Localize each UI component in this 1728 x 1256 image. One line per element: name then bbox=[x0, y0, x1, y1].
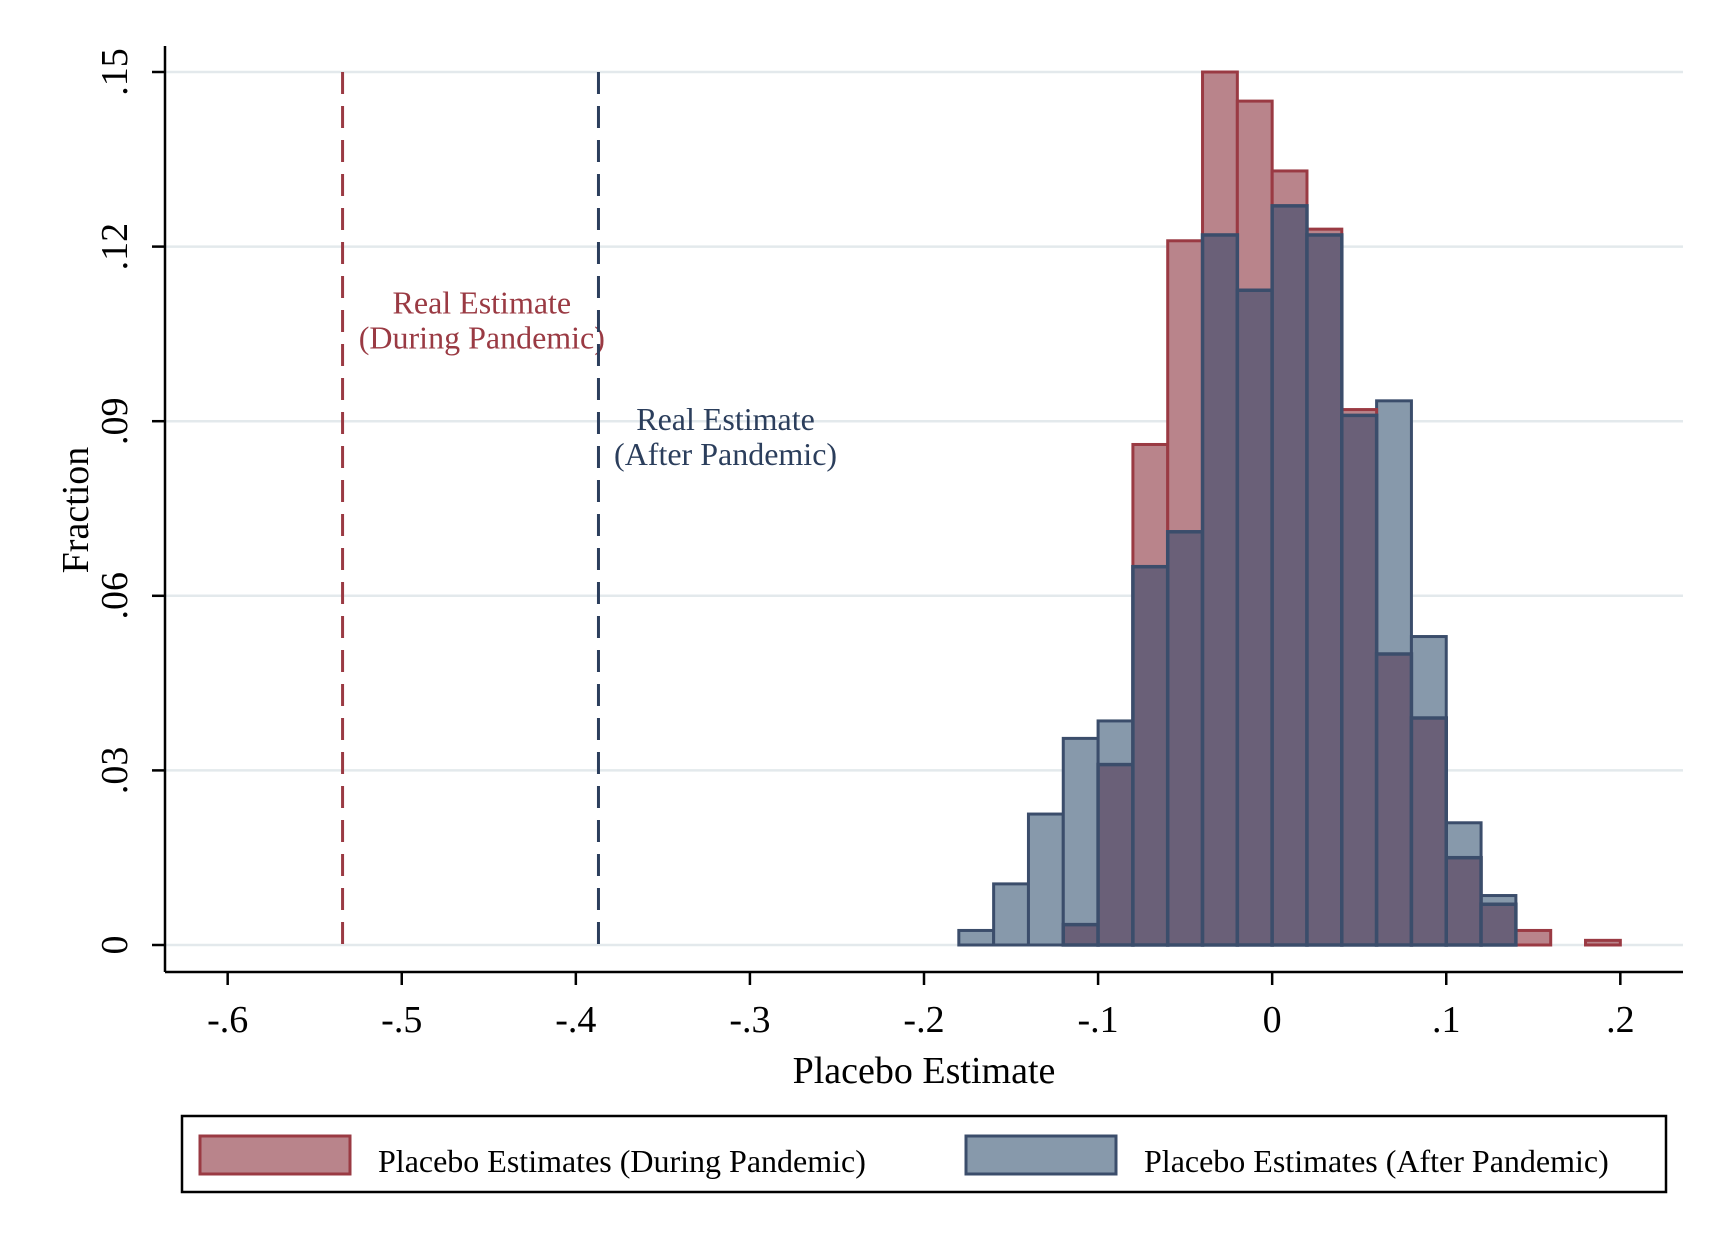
y-tick-label-2: .06 bbox=[94, 572, 136, 620]
overlap-bar-2 bbox=[1131, 564, 1170, 947]
x-tick-label-7: .1 bbox=[1432, 999, 1461, 1041]
overlap-bar-12 bbox=[1479, 902, 1518, 947]
overlap-bar-8 bbox=[1340, 413, 1379, 947]
axes: -.6 -.5 -.4 -.3 -.2 -.1 0 .1 .2 0 .03 .06 .09 .12 .15 bbox=[94, 46, 1683, 1041]
overlap-bar-5 bbox=[1235, 288, 1274, 947]
overlap-bar-1 bbox=[1096, 762, 1135, 947]
overlap-bars bbox=[1061, 204, 1518, 947]
y-tick-label-1: .03 bbox=[94, 747, 136, 795]
legend-label-after: Placebo Estimates (After Pandemic) bbox=[1144, 1143, 1609, 1179]
legend-swatch-during bbox=[198, 1134, 352, 1176]
legend-label-during: Placebo Estimates (During Pandemic) bbox=[378, 1143, 866, 1179]
x-tick-label-8: .2 bbox=[1606, 999, 1635, 1041]
overlap-bar-9 bbox=[1374, 652, 1414, 947]
legend-swatch-after bbox=[964, 1134, 1118, 1176]
x-tick-label-1: -.5 bbox=[381, 999, 422, 1041]
x-tick-label-3: -.3 bbox=[729, 999, 770, 1041]
legend-frame bbox=[180, 1114, 1668, 1194]
legend: Placebo Estimates (During Pandemic) Plac… bbox=[180, 1114, 1668, 1194]
x-tick-label-0: -.6 bbox=[207, 999, 248, 1041]
overlap-bar-7 bbox=[1305, 233, 1344, 947]
during-bar-13 bbox=[1514, 928, 1553, 947]
x-tick-label-2: -.4 bbox=[555, 999, 596, 1041]
overlap-bar-11 bbox=[1444, 855, 1483, 947]
overlap-bar-0 bbox=[1061, 922, 1100, 947]
axis-labels: Placebo Estimate Fraction bbox=[55, 447, 1055, 1092]
after-bar-2 bbox=[1026, 812, 1065, 947]
reference-label-0: Real Estimate (During Pandemic) bbox=[359, 285, 605, 356]
reference-lines: Real Estimate (During Pandemic)Real Estim… bbox=[341, 72, 837, 945]
x-axis-label: Placebo Estimate bbox=[793, 1050, 1056, 1092]
during-bar-14 bbox=[1584, 938, 1622, 947]
overlap-bar-6 bbox=[1270, 204, 1309, 947]
y-tick-label-0: 0 bbox=[94, 936, 136, 955]
overlap-bar-4 bbox=[1200, 233, 1240, 947]
x-tick-label-6: 0 bbox=[1263, 999, 1282, 1041]
reference-label-1: Real Estimate (After Pandemic) bbox=[614, 401, 837, 472]
after-bar-3 bbox=[1061, 736, 1100, 947]
y-tick-label-3: .09 bbox=[94, 397, 136, 445]
overlap-bar-3 bbox=[1165, 530, 1205, 947]
after-bar-1 bbox=[992, 882, 1030, 947]
y-tick-label-5: .15 bbox=[94, 48, 136, 96]
y-axis-label: Fraction bbox=[55, 447, 97, 574]
x-tick-label-5: -.1 bbox=[1078, 999, 1119, 1041]
gridlines bbox=[165, 70, 1683, 947]
y-tick-label-4: .12 bbox=[94, 223, 136, 271]
x-tick-label-4: -.2 bbox=[903, 999, 944, 1041]
overlap-bar-10 bbox=[1409, 716, 1448, 947]
after-bar-0 bbox=[957, 928, 996, 947]
